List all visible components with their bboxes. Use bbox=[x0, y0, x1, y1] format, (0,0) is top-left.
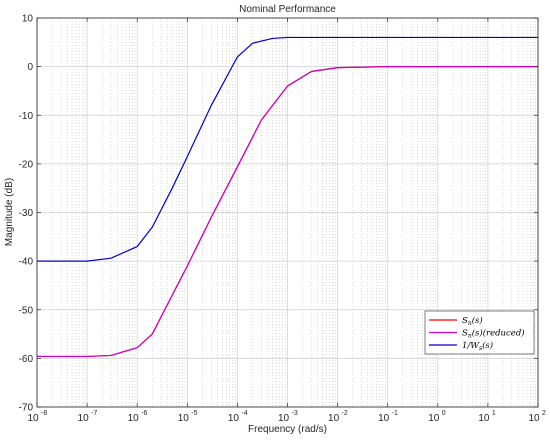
x-tick-label: 10 bbox=[428, 413, 440, 424]
x-tick-exponent: -7 bbox=[91, 410, 97, 417]
x-tick-label: 10 bbox=[178, 413, 190, 424]
x-tick-label: 10 bbox=[128, 413, 140, 424]
x-tick-exponent: -3 bbox=[292, 410, 298, 417]
x-tick-label: 10 bbox=[378, 413, 390, 424]
x-tick-label: 10 bbox=[228, 413, 240, 424]
x-tick-exponent: 1 bbox=[492, 410, 496, 417]
x-tick-label: 10 bbox=[478, 413, 490, 424]
legend-rest: (s) bbox=[472, 315, 483, 326]
y-tick-label: -50 bbox=[19, 305, 34, 316]
x-tick-exponent: -8 bbox=[41, 410, 47, 417]
series-line-2 bbox=[37, 36, 538, 262]
series-line-1 bbox=[37, 66, 538, 358]
x-tick-label: 10 bbox=[78, 413, 90, 424]
x-tick-label: 10 bbox=[528, 413, 540, 424]
ticks bbox=[36, 17, 539, 408]
x-tick-label: 10 bbox=[328, 413, 340, 424]
y-tick-label: -70 bbox=[19, 403, 34, 414]
x-tick-exponent: -1 bbox=[392, 410, 398, 417]
legend: Sn(s)Sn(s)(reduced)1/Ws(s) bbox=[424, 310, 535, 355]
legend-subscript: s bbox=[479, 345, 482, 352]
y-tick-label: 10 bbox=[22, 14, 34, 25]
chart-title: Nominal Performance bbox=[239, 4, 336, 15]
legend-rest: (s)(reduced) bbox=[472, 328, 525, 339]
series-lines bbox=[37, 36, 538, 358]
legend-entry-0: Sn(s) bbox=[462, 315, 483, 327]
legend-main: S bbox=[462, 329, 468, 339]
y-tick-label: -60 bbox=[19, 354, 34, 365]
legend-rest: (s) bbox=[482, 340, 493, 351]
legend-subscript: n bbox=[468, 333, 472, 340]
legend-main: S bbox=[462, 316, 468, 326]
y-axis-label: Magnitude (dB) bbox=[4, 178, 15, 246]
y-tick-label: -10 bbox=[19, 111, 34, 122]
y-tick-label: -40 bbox=[19, 257, 34, 268]
x-axis-label: Frequency (rad/s) bbox=[248, 424, 327, 435]
x-tick-label: 10 bbox=[27, 413, 39, 424]
x-tick-exponent: -6 bbox=[141, 410, 147, 417]
x-tick-exponent: 2 bbox=[542, 410, 546, 417]
y-tick-label: -20 bbox=[19, 159, 34, 170]
tick-labels: 10 -8 10 -7 10 -6 10 -5 10 -4 10 -3 10 -2 10 -1 10 0 10 1 10… bbox=[19, 14, 546, 425]
x-tick-exponent: 0 bbox=[442, 410, 446, 417]
legend-subscript: n bbox=[468, 320, 472, 327]
legend-main: 1/W bbox=[462, 341, 480, 351]
x-tick-exponent: -5 bbox=[191, 410, 197, 417]
legend-entry-1: Sn(s)(reduced) bbox=[462, 328, 525, 340]
x-tick-exponent: -4 bbox=[241, 410, 247, 417]
y-tick-label: -30 bbox=[19, 208, 34, 219]
legend-entry-2: 1/Ws(s) bbox=[462, 340, 493, 352]
x-tick-label: 10 bbox=[278, 413, 290, 424]
x-tick-exponent: -2 bbox=[342, 410, 348, 417]
grid bbox=[36, 17, 539, 408]
y-tick-label: 0 bbox=[27, 62, 33, 73]
